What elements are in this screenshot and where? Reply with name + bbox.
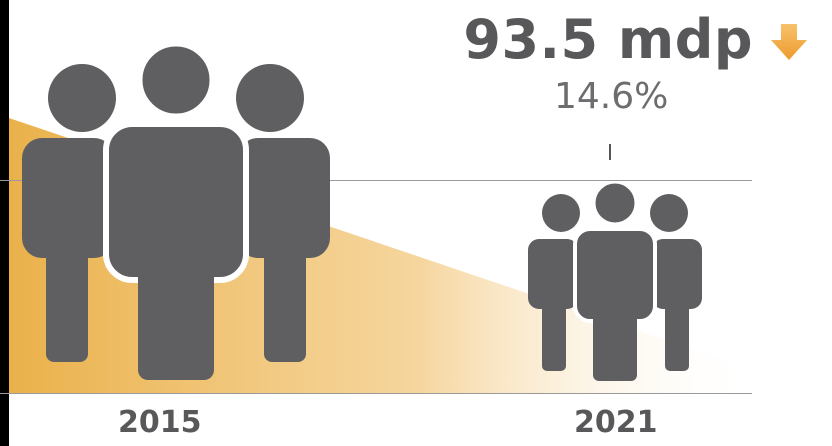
change-percent: 14.6% <box>554 76 669 117</box>
reference-line-top <box>0 180 752 181</box>
people-group-2015-icon <box>22 42 330 380</box>
year-label-2015: 2015 <box>118 405 202 440</box>
baseline <box>0 393 752 394</box>
marker-tick <box>609 144 611 160</box>
year-label-2021: 2021 <box>574 405 658 440</box>
amount-value: 93.5 mdp <box>463 8 753 71</box>
people-group-2021-icon <box>528 183 702 381</box>
left-border <box>0 0 9 446</box>
down-arrow-icon <box>771 24 807 60</box>
